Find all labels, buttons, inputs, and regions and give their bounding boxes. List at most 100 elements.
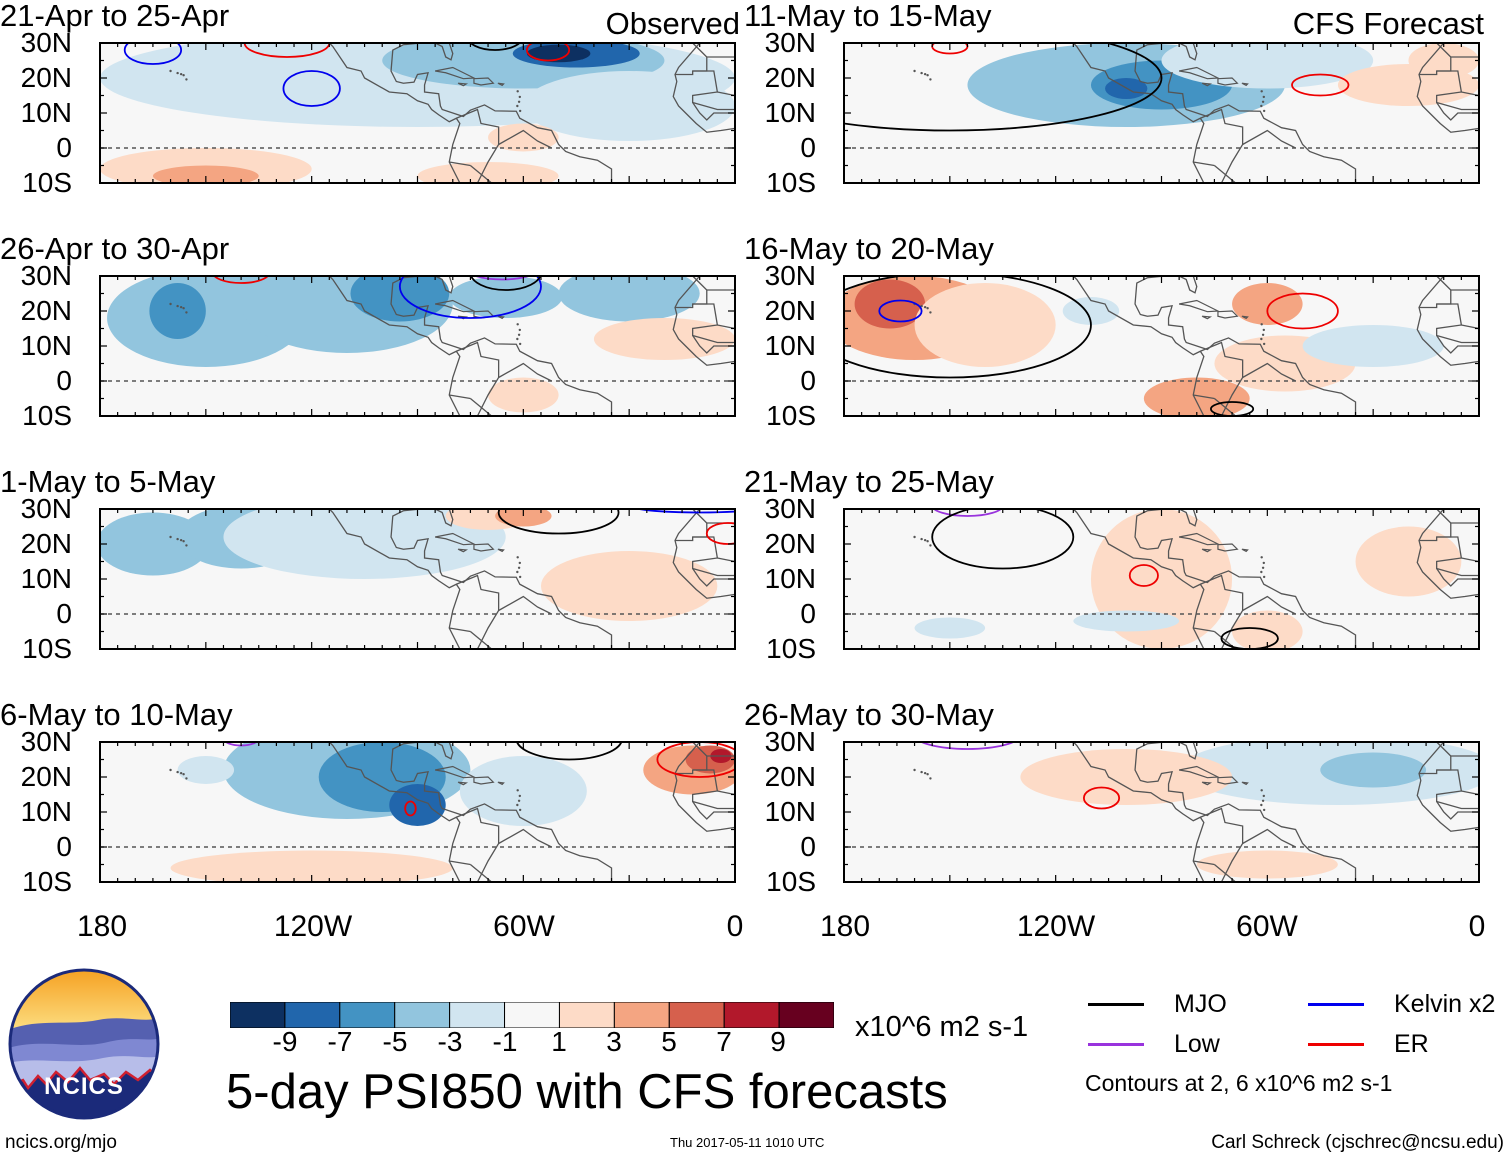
anomaly-shading: [1302, 325, 1444, 367]
island-dot: [1262, 342, 1266, 346]
coastline: [1242, 129, 1296, 149]
mjo-contour: [469, 43, 521, 51]
coastline: [498, 828, 552, 848]
low-contour: [919, 742, 1016, 750]
coastline: [692, 335, 735, 354]
kelvin-contour: [398, 276, 542, 319]
lat-label: 10N: [764, 796, 816, 827]
panel-period: 21-Apr to 25-Apr: [0, 0, 230, 33]
island-dot: [913, 768, 916, 772]
coastline: [692, 303, 735, 344]
lon-label-180: 180: [819, 910, 871, 943]
island-dot: [1260, 803, 1263, 807]
island-dot: [517, 799, 521, 802]
colorbar-tick: -3: [437, 1026, 463, 1057]
legend-item-er: ER: [1308, 1030, 1429, 1059]
legend-swatch: [1308, 1043, 1364, 1046]
mjo-contour: [1220, 627, 1279, 649]
island: [497, 82, 505, 87]
mjo-contour: [931, 509, 1075, 570]
coastline: [498, 595, 552, 615]
colorbar-swatch: [558, 1002, 615, 1028]
lat-label: 30N: [764, 27, 816, 58]
lon-label-0: 0: [726, 910, 744, 943]
anomaly-shading: [1355, 526, 1462, 597]
coastline: [1242, 362, 1296, 382]
island-dot: [182, 773, 185, 776]
panel-left-2: 26-Apr to 30-Apr 30N 20N 10N 0 10S: [0, 231, 740, 463]
island-dot: [1261, 799, 1265, 802]
island: [1217, 77, 1239, 86]
panel-period: 16-May to 20-May: [744, 231, 994, 266]
island-dot: [920, 71, 923, 75]
figure-title: 5-day PSI850 with CFS forecasts: [226, 1065, 948, 1119]
island-dot: [1260, 789, 1263, 792]
panel-right-4: 26-May to 30-May 30N 20N 10N 0 10S: [744, 697, 1484, 929]
lat-label: 10N: [764, 563, 816, 594]
island: [1217, 776, 1239, 785]
colorbar-tick: -5: [382, 1026, 408, 1057]
lat-label: 20N: [20, 761, 72, 792]
island-dot: [517, 333, 521, 336]
coastline: [1416, 742, 1479, 832]
footer-url[interactable]: ncics.org/mjo: [5, 1132, 117, 1153]
anomaly-shading: [495, 509, 552, 527]
island-dot: [1262, 328, 1266, 332]
anomaly-shading: [1020, 749, 1233, 805]
lat-label: 0: [800, 365, 816, 396]
island-dot: [1260, 323, 1263, 326]
coastline: [1416, 276, 1479, 366]
colorbar-tick: 3: [606, 1026, 622, 1057]
mjo-contour: [497, 509, 620, 535]
panel-source-tag: CFS Forecast: [1292, 6, 1484, 41]
lat-label: 20N: [20, 62, 72, 93]
er-contour: [1266, 292, 1339, 330]
island-dot: [929, 544, 932, 547]
lat-label: 0: [56, 132, 72, 163]
anomaly-shading: [1073, 610, 1180, 632]
island: [1201, 315, 1213, 320]
contour-note: Contours at 2, 6 x10^6 m2 s-1: [1085, 1070, 1393, 1096]
coastline: [692, 102, 735, 121]
lat-label: 30N: [20, 493, 72, 524]
colorbar-swatch: [449, 1002, 506, 1028]
island-dot: [185, 777, 188, 780]
coastline: [449, 394, 471, 400]
coastline: [498, 362, 552, 382]
island: [497, 781, 505, 786]
coastline: [456, 807, 500, 882]
lat-label: 10N: [764, 97, 816, 128]
colorbar: [230, 1002, 834, 1028]
coastline: [456, 574, 500, 649]
island: [497, 315, 505, 320]
coastline: [449, 860, 471, 866]
island-dot: [1262, 575, 1266, 579]
anomaly-shading: [389, 784, 446, 826]
island-dot: [176, 770, 179, 774]
lat-label: 0: [800, 598, 816, 629]
island: [457, 82, 469, 87]
coastline: [1193, 627, 1215, 633]
coastline: [692, 568, 735, 587]
legend-label: MJO: [1174, 990, 1227, 1018]
island-dot: [185, 311, 188, 314]
colorbar-tick: -1: [492, 1026, 518, 1057]
anomaly-shading: [152, 165, 259, 183]
coastline: [1193, 161, 1215, 167]
legend-item-kelvin: Kelvin x2: [1308, 990, 1495, 1019]
anomaly-shading: [526, 44, 591, 63]
island-dot: [518, 95, 522, 99]
island-dot: [518, 808, 522, 812]
footer-credit: Carl Schreck (cjschrec@ncsu.edu): [1211, 1132, 1504, 1153]
lat-label: 30N: [764, 493, 816, 524]
coastline: [1436, 70, 1479, 111]
coastline: [692, 70, 735, 111]
legend-item-low: Low: [1088, 1030, 1220, 1059]
island-dot: [926, 773, 929, 776]
coastline: [390, 509, 613, 649]
coastline: [1193, 860, 1215, 866]
coastline: [692, 769, 735, 810]
lat-label: 10N: [20, 796, 72, 827]
lat-label: 0: [800, 831, 816, 862]
island-dot: [182, 540, 185, 543]
